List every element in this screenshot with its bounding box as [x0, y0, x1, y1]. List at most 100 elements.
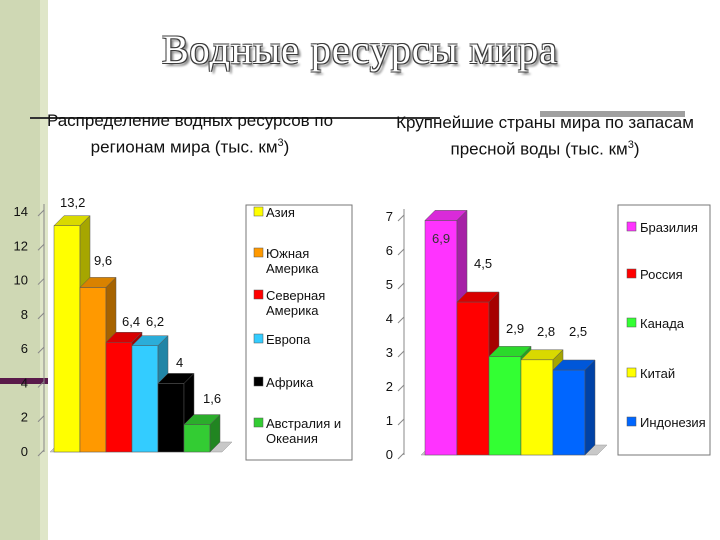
chart-right-tick [397, 452, 405, 460]
chart-left-legend-swatch [253, 417, 264, 428]
chart-right-legend-label: Канада [640, 316, 685, 331]
chart-right-tick-label: 3 [386, 345, 393, 360]
chart-left-tick-label: 6 [21, 341, 28, 356]
chart-left-title: Распределение водных ресурсов по региона… [20, 110, 360, 159]
chart-left-legend-label: Америка [266, 303, 319, 318]
chart-left-legend-swatch [253, 247, 264, 258]
chart-left-data-label: 6,2 [146, 314, 164, 329]
chart-left-tick-label: 14 [14, 204, 28, 219]
chart-right-bar-front [488, 356, 522, 456]
chart-right-tick [397, 214, 405, 222]
chart-right-tick-label: 5 [386, 277, 393, 292]
chart-left-bar-front [183, 424, 211, 453]
chart-right-data-label: 2,9 [506, 321, 524, 336]
chart-left-tick-label: 12 [14, 238, 28, 253]
chart-right-legend-swatch [626, 221, 637, 232]
chart-right-tick [397, 316, 405, 324]
chart-right-tick-label: 0 [386, 447, 393, 462]
chart-left-data-label: 1,6 [203, 391, 221, 406]
chart-left-title-sup: 3 [277, 137, 284, 149]
chart-right-tick [397, 282, 405, 290]
chart-left-bar-front [79, 287, 107, 453]
chart-left-legend-label: Океания [266, 431, 318, 446]
chart-left-legend-label: Азия [266, 205, 295, 220]
chart-left-data-label: 6,4 [122, 314, 140, 329]
chart-right-tick-label: 2 [386, 379, 393, 394]
chart-left-legend-label: Австралия и [266, 416, 341, 431]
chart-right-tick-label: 4 [386, 311, 393, 326]
chart-right-tick [397, 384, 405, 392]
chart-left-legend-label: Америка [266, 261, 319, 276]
chart-right-legend-swatch [626, 416, 637, 427]
chart-left-tick [37, 381, 45, 388]
chart-left-tick [37, 346, 45, 354]
chart-left-tick [37, 209, 45, 217]
chart-right-tick-label: 7 [386, 209, 393, 224]
chart-left-data-label: 9,6 [94, 253, 112, 268]
chart-left-tick-label: 8 [21, 307, 28, 322]
chart-right-title-text: Крупнейшие страны мира по запасам пресно… [396, 113, 694, 159]
chart-right-title-sup: 3 [627, 139, 634, 151]
chart-left-title-text: Распределение водных ресурсов по региона… [46, 111, 334, 157]
chart-left-bar-front [53, 225, 81, 453]
left-accent-bar [0, 378, 48, 384]
chart-right-tick-label: 1 [386, 413, 393, 428]
chart-right: 0 1 2 3 4 5 6 7 6,9 4,5 2,9 2,8 2,5 Бразилия Россия Кан… [386, 204, 711, 462]
chart-right-tick [397, 248, 405, 256]
chart-right-title-tail: ) [633, 139, 640, 159]
chart-right-tick-label: 6 [386, 243, 393, 258]
chart-left-tick [37, 449, 45, 457]
chart-left-legend-swatch [253, 289, 264, 300]
chart-left-bar-front [131, 345, 159, 453]
chart-right-legend-swatch [626, 317, 637, 328]
chart-left-legend-swatch [253, 376, 264, 387]
chart-left-data-label: 13,2 [60, 195, 85, 210]
chart-right-bar-front [424, 220, 458, 456]
chart-left-tick [37, 243, 45, 251]
chart-right-data-label: 6,9 [432, 231, 450, 246]
chart-left-tick-label: 2 [21, 410, 28, 425]
chart-right-title: Крупнейшие страны мира по запасам пресно… [395, 112, 695, 161]
chart-right-bar-front [456, 301, 490, 456]
chart-right-legend-label: Россия [640, 267, 683, 282]
chart-left-bar-front [157, 383, 185, 453]
chart-left-legend-label: Африка [266, 375, 314, 390]
chart-left-legend-label: Южная [266, 246, 309, 261]
chart-left-bar-side [209, 413, 221, 453]
chart-right-legend-swatch [626, 268, 637, 279]
chart-right-tick [397, 350, 405, 358]
chart-right-legend-label: Бразилия [640, 220, 698, 235]
chart-right-tick [397, 418, 405, 426]
chart-left-legend-label: Европа [266, 332, 311, 347]
chart-left-title-tail: ) [283, 137, 290, 157]
chart-left-bar-front [105, 342, 133, 453]
chart-left-tick [37, 278, 45, 285]
chart-right-data-label: 2,8 [537, 324, 555, 339]
chart-right-legend-box [617, 204, 711, 456]
chart-left-tick-label: 10 [14, 273, 28, 288]
chart-right-data-label: 4,5 [474, 256, 492, 271]
chart-left-tick-label: 4 [21, 375, 28, 390]
chart-left-legend-swatch [253, 333, 264, 344]
chart-right-legend-swatch [626, 367, 637, 378]
page-title: Водные ресурсы мира [162, 27, 558, 72]
chart-left-legend-label: Северная [266, 288, 325, 303]
chart-right-legend-label: Китай [640, 366, 675, 381]
chart-right-bar-front [520, 359, 554, 456]
chart-right-bar-front [552, 369, 586, 456]
chart-right-bar-side [584, 359, 596, 456]
chart-right-legend-label: Индонезия [640, 415, 706, 430]
chart-left-legend-swatch [253, 206, 264, 217]
chart-right-data-label: 2,5 [569, 324, 587, 339]
chart-left-bar [183, 413, 221, 453]
chart-right-bar [552, 359, 596, 456]
divider-line [30, 117, 440, 119]
chart-left-tick [37, 312, 45, 320]
chart-left-data-label: 4 [176, 355, 183, 370]
chart-left-tick [37, 415, 45, 423]
chart-left-legend-box [245, 204, 353, 461]
chart-left-tick-label: 0 [21, 444, 28, 459]
divider-line-grey [540, 111, 685, 117]
